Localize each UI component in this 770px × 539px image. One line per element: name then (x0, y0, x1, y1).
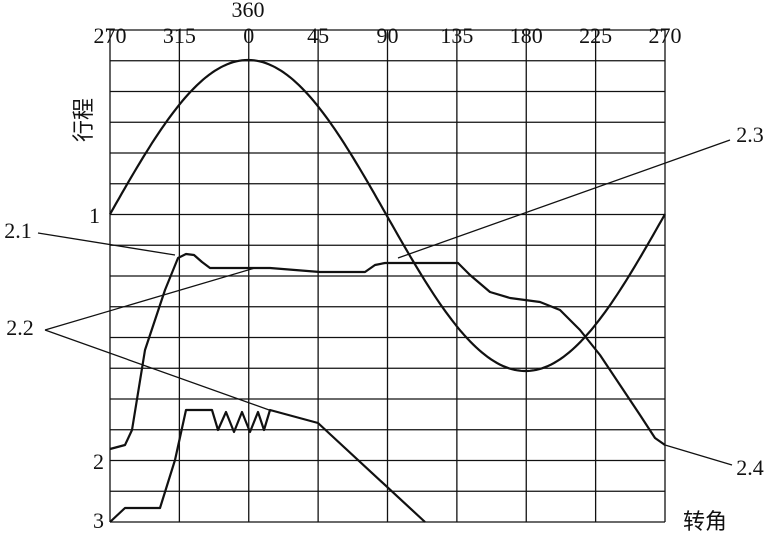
callout-line (397, 139, 731, 259)
x-axis-label: 转角 (683, 509, 727, 534)
callout-label: 2.4 (736, 455, 764, 480)
callout-line (44, 329, 273, 412)
callout-label: 2.1 (4, 218, 32, 243)
top-label: 270 (94, 23, 127, 48)
top-label: 90 (377, 23, 399, 48)
y-axis-label: 行程 (71, 98, 96, 142)
top-label: 225 (579, 23, 612, 48)
travel-curve (109, 58, 666, 373)
top-label: 0 (243, 23, 254, 48)
top-label: 360 (232, 0, 265, 22)
curve-2 (109, 252, 666, 451)
top-label: 270 (649, 23, 682, 48)
left-label: 2 (93, 449, 104, 474)
left-label: 1 (89, 203, 100, 228)
callout-line (44, 267, 256, 331)
grid (109, 29, 666, 523)
top-label: 180 (510, 23, 543, 48)
top-label: 315 (163, 23, 196, 48)
curve-3 (109, 408, 426, 523)
callout-label: 2.2 (6, 315, 34, 340)
callout-line (37, 232, 176, 256)
top-label: 135 (440, 23, 473, 48)
callout-label: 2.3 (736, 122, 764, 147)
left-label: 3 (93, 508, 104, 533)
top-label: 45 (307, 23, 329, 48)
callout-line (664, 444, 733, 466)
